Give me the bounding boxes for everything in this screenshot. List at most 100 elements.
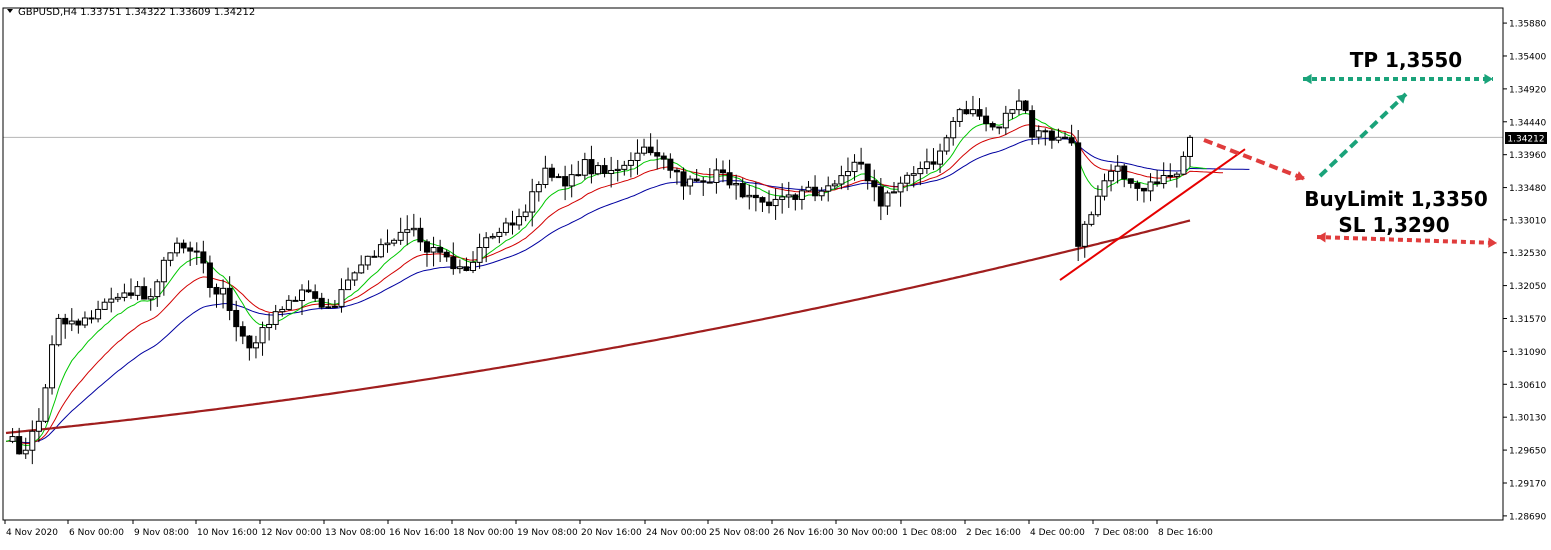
x-tick-label: 4 Nov 2020 — [6, 528, 58, 538]
y-tick-label: 1.33010 — [1509, 216, 1546, 226]
candle-bull — [950, 120, 957, 139]
x-tick-label: 2 Dec 16:00 — [966, 528, 1021, 538]
y-tick-label: 1.31570 — [1509, 315, 1546, 325]
candle-bear — [601, 165, 608, 174]
candle-bull — [81, 317, 88, 326]
candle-bull — [838, 175, 845, 185]
candle-bull — [266, 323, 273, 329]
candle-bull — [404, 229, 411, 233]
candle-bull — [384, 242, 391, 246]
candle-bull — [285, 299, 292, 310]
candle-bull — [476, 247, 483, 263]
candle-bull — [1173, 173, 1180, 177]
candle-bear — [1167, 174, 1174, 177]
candle-bull — [252, 342, 259, 349]
candle-bull — [49, 344, 56, 389]
candle-bear — [673, 169, 680, 173]
candle-bull — [220, 287, 227, 295]
candle-bull — [1081, 223, 1088, 247]
candle-bear — [877, 186, 884, 207]
candle-bull — [410, 227, 417, 231]
candle-bull — [29, 430, 36, 451]
candle-bull — [825, 185, 832, 192]
candle-bear — [1127, 178, 1134, 184]
y-tick-label: 1.30130 — [1509, 414, 1546, 424]
candle-bull — [9, 436, 16, 442]
candle-bull — [272, 311, 279, 325]
candle-bear — [423, 241, 430, 253]
candle-bear — [1042, 130, 1049, 133]
candle-bear — [693, 178, 700, 182]
candle-bear — [226, 287, 233, 311]
candle-bull — [101, 301, 108, 310]
x-tick-label: 4 Dec 00:00 — [1030, 528, 1085, 538]
candle-bear — [548, 167, 555, 178]
candle-bear — [312, 291, 319, 299]
candle-bull — [430, 247, 437, 253]
candle-bear — [88, 317, 95, 320]
candle-bull — [470, 261, 477, 271]
candle-bull — [1114, 165, 1121, 172]
x-tick-label: 30 Nov 00:00 — [837, 528, 898, 538]
candle-bull — [167, 252, 174, 261]
candle-bull — [502, 222, 509, 233]
down-dashed-arrow — [1203, 138, 1306, 181]
candle-bull — [95, 308, 102, 320]
symbol-dropdown-icon[interactable] — [7, 9, 13, 13]
candle-bull — [134, 286, 141, 296]
candle-bull — [641, 146, 648, 154]
candle-bull — [522, 211, 529, 218]
candle-bull — [1180, 155, 1187, 175]
axes: 1.35880 1.35400 1.34920 1.34440 1.33960 1.334… — [2, 7, 1546, 538]
trend-lines — [1059, 148, 1246, 281]
sl-level-arrow — [1316, 235, 1498, 245]
candle-bull — [483, 237, 490, 249]
level-arrows — [1203, 73, 1498, 248]
candle-bull — [818, 190, 825, 197]
buy-limit-label: BuyLimit 1,3350 — [1304, 187, 1488, 211]
candle-bear — [1068, 137, 1075, 144]
candle-bear — [1134, 182, 1141, 189]
up-dashed-arrow-head — [1396, 94, 1406, 104]
ma-blue-line — [5, 137, 1250, 444]
candle-bull — [55, 317, 62, 346]
candle-bear — [930, 161, 937, 165]
candle-bear — [871, 180, 878, 188]
candle-bear — [575, 174, 582, 177]
candle-bear — [864, 163, 871, 182]
candles — [9, 89, 1193, 465]
sl-label: SL 1,3290 — [1338, 213, 1449, 237]
x-tick-label: 10 Nov 16:00 — [197, 528, 258, 538]
candle-bull — [1055, 136, 1062, 141]
candle-bull — [108, 298, 115, 303]
candle-bull — [358, 264, 365, 274]
candle-bull — [397, 231, 404, 241]
candle-bull — [147, 296, 154, 300]
tp-label: TP 1,3550 — [1350, 48, 1462, 72]
candle-bull — [555, 176, 562, 179]
candle-bear — [1140, 187, 1147, 192]
up-dashed-arrow — [1318, 92, 1408, 178]
candle-bull — [535, 183, 542, 193]
candle-bull — [456, 266, 463, 270]
candle-bull — [608, 169, 615, 174]
candle-bear — [1154, 181, 1161, 185]
candle-bear — [180, 242, 187, 249]
candle-bull — [923, 161, 930, 170]
candle-bull — [351, 272, 358, 281]
y-tick-label: 1.31090 — [1509, 348, 1546, 358]
candle-bull — [22, 449, 29, 455]
x-tick-label: 1 Dec 08:00 — [902, 528, 957, 538]
candle-bull — [154, 281, 161, 298]
candle-bull — [345, 279, 352, 291]
candle-bear — [206, 262, 213, 288]
candle-bear — [509, 222, 516, 226]
current-price-text: 1.34212 — [1507, 135, 1544, 145]
candle-bull — [568, 174, 575, 187]
candle-bull — [114, 296, 121, 300]
candle-bull — [391, 239, 398, 244]
candle-bear — [588, 159, 595, 175]
y-tick-label: 1.32530 — [1509, 249, 1546, 259]
candle-bull — [35, 420, 42, 432]
